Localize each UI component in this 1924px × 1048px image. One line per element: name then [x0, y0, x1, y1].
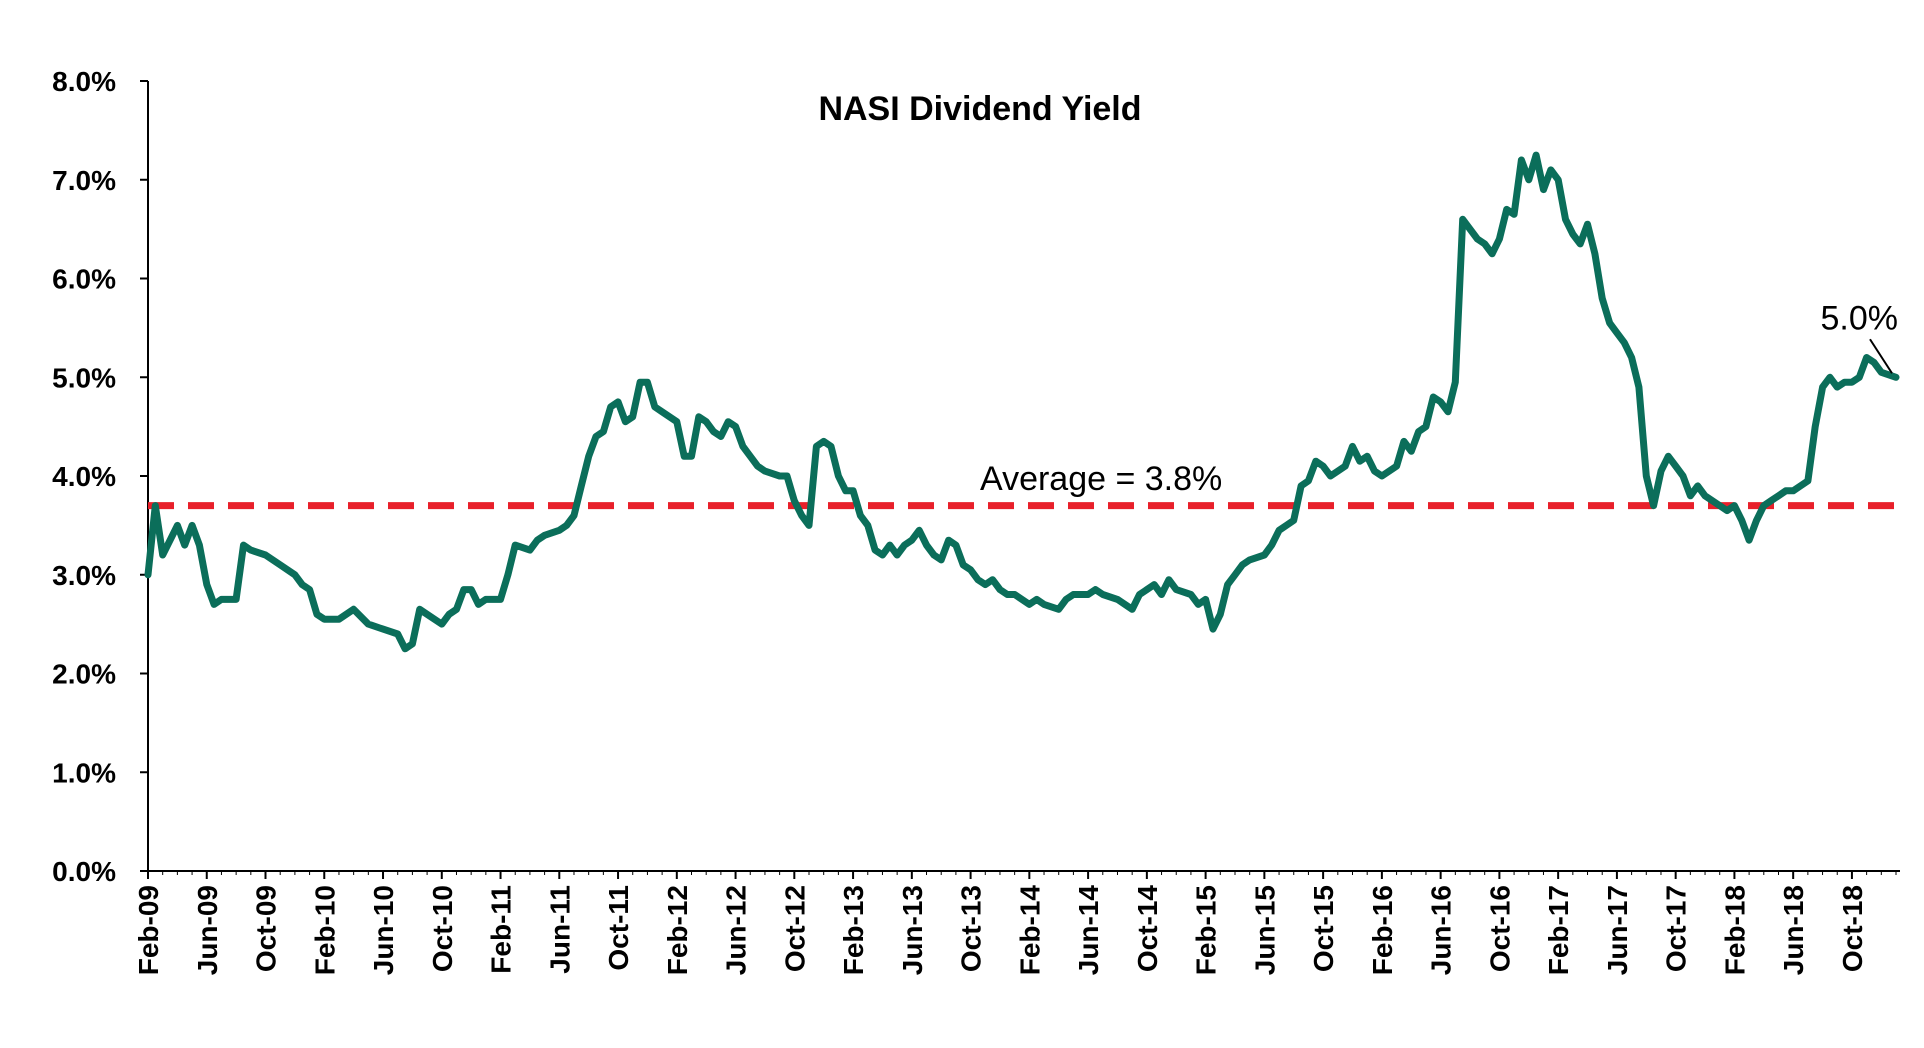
- x-tick-label: Feb-09: [133, 885, 164, 975]
- x-tick-label: Jun-10: [368, 885, 399, 975]
- x-tick-label: Feb-13: [838, 885, 869, 975]
- x-tick-label: Oct-11: [603, 885, 634, 971]
- y-tick-label: 6.0%: [52, 264, 116, 295]
- y-tick-label: 3.0%: [52, 560, 116, 591]
- x-tick-label: Oct-18: [1837, 885, 1868, 972]
- x-tick-label: Feb-16: [1367, 885, 1398, 975]
- x-tick-label: Feb-17: [1543, 885, 1574, 975]
- x-tick-label: Oct-09: [251, 885, 282, 972]
- average-layer: Average = 3.8%: [148, 460, 1900, 510]
- x-tick-label: Oct-15: [1308, 885, 1339, 972]
- y-tick-label: 7.0%: [52, 165, 116, 196]
- x-tick-label: Oct-17: [1661, 885, 1692, 972]
- x-tick-label: Jun-18: [1778, 885, 1809, 975]
- x-tick-label: Oct-12: [779, 885, 810, 972]
- x-tick-label: Jun-15: [1249, 885, 1280, 975]
- x-tick-label: Oct-14: [1132, 885, 1163, 973]
- x-tick-label: Jun-12: [721, 885, 752, 975]
- x-tick-label: Oct-13: [956, 885, 987, 972]
- annotation-label: 5.0%: [1821, 299, 1899, 337]
- y-tick-label: 5.0%: [52, 362, 116, 393]
- average-label: Average = 3.8%: [980, 460, 1222, 498]
- x-tick-label: Oct-10: [427, 885, 458, 972]
- x-tick-label: Oct-16: [1484, 885, 1515, 972]
- x-tick-label: Feb-10: [309, 885, 340, 975]
- y-tick-label: 1.0%: [52, 757, 116, 788]
- x-tick-label: Feb-18: [1719, 885, 1750, 975]
- x-axis: Feb-09 Jun-09 Oct-09 Feb-10 Jun-10 Oct-10 Feb-…: [133, 870, 1900, 976]
- y-tick-label: 4.0%: [52, 461, 116, 492]
- y-tick-label: 0.0%: [52, 856, 116, 887]
- x-tick-label: Jun-09: [192, 885, 223, 975]
- x-tick-label: Feb-14: [1014, 885, 1045, 976]
- series-layer: [144, 151, 1900, 653]
- y-axis: 0.0% 1.0% 2.0% 3.0% 4.0% 5.0% 6.0% 7.0% 8.0%: [52, 66, 149, 887]
- x-tick-label: Feb-12: [662, 885, 693, 975]
- annotation-layer: 5.0%: [1821, 299, 1899, 374]
- y-tick-label: 2.0%: [52, 659, 116, 690]
- x-tick-label: Jun-13: [897, 885, 928, 975]
- series-line: [144, 151, 1900, 653]
- chart-title: NASI Dividend Yield: [818, 90, 1141, 128]
- x-tick-label: Jun-16: [1426, 885, 1457, 975]
- annotation-leader: [1869, 338, 1893, 374]
- y-tick-label: 8.0%: [52, 66, 116, 97]
- x-tick-label: Feb-15: [1191, 885, 1222, 975]
- x-tick-label: Jun-11: [544, 885, 575, 974]
- x-tick-label: Feb-11: [486, 885, 517, 974]
- x-tick-label: Jun-17: [1602, 885, 1633, 975]
- x-tick-label: Jun-14: [1073, 885, 1104, 976]
